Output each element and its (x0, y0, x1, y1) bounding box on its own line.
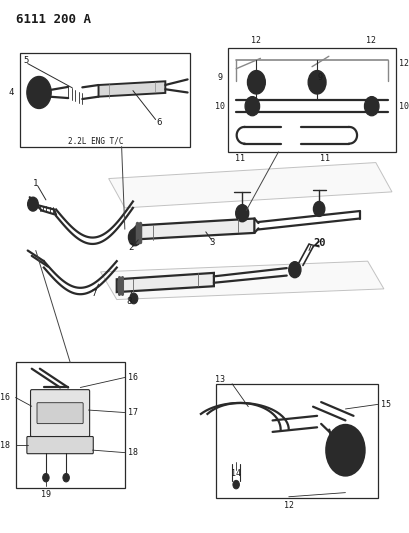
Text: 19: 19 (41, 490, 51, 499)
Circle shape (27, 76, 51, 109)
Circle shape (43, 473, 49, 482)
Text: 3: 3 (209, 238, 214, 247)
Text: 1: 1 (33, 180, 38, 188)
Circle shape (313, 201, 324, 216)
Text: 6: 6 (156, 118, 161, 127)
Text: 10: 10 (214, 102, 225, 111)
Text: 14: 14 (231, 469, 240, 478)
Text: 11: 11 (319, 154, 329, 163)
Text: 9: 9 (217, 72, 222, 82)
Text: 17: 17 (128, 408, 137, 417)
Circle shape (28, 197, 38, 211)
Circle shape (288, 262, 300, 278)
Text: 16: 16 (0, 393, 10, 402)
FancyBboxPatch shape (30, 390, 90, 437)
Text: 15: 15 (380, 400, 390, 409)
Circle shape (364, 96, 378, 116)
Text: 11: 11 (235, 154, 245, 163)
Text: 2.2L ENG T/C: 2.2L ENG T/C (68, 137, 124, 146)
Text: 7: 7 (92, 289, 97, 297)
Text: 8: 8 (126, 297, 131, 305)
FancyBboxPatch shape (37, 403, 83, 424)
Bar (20, 53, 189, 147)
Circle shape (325, 425, 364, 476)
Circle shape (129, 293, 137, 304)
Text: 12: 12 (283, 501, 293, 510)
Circle shape (312, 76, 321, 88)
Text: 18: 18 (128, 448, 137, 457)
Polygon shape (98, 82, 165, 96)
FancyBboxPatch shape (27, 437, 93, 454)
Circle shape (247, 70, 265, 94)
Text: 18: 18 (0, 441, 10, 450)
Text: 13: 13 (214, 375, 225, 384)
Circle shape (232, 480, 239, 489)
Polygon shape (108, 163, 391, 208)
Circle shape (31, 83, 46, 102)
Polygon shape (100, 261, 383, 300)
Circle shape (251, 76, 261, 88)
Text: 2: 2 (128, 244, 133, 252)
Bar (227, 48, 395, 152)
Text: 10: 10 (398, 102, 408, 111)
Polygon shape (117, 273, 213, 292)
Polygon shape (137, 219, 254, 239)
Circle shape (63, 473, 69, 482)
Text: 16: 16 (128, 373, 137, 382)
Circle shape (128, 229, 141, 246)
Bar (16, 362, 124, 488)
Circle shape (235, 205, 248, 222)
Text: 12: 12 (251, 36, 261, 45)
Circle shape (333, 434, 357, 466)
Bar (216, 384, 377, 498)
Circle shape (245, 96, 259, 116)
Circle shape (308, 70, 325, 94)
Text: 20: 20 (312, 238, 325, 247)
Text: 6111 200 A: 6111 200 A (16, 13, 90, 26)
Text: 4: 4 (9, 88, 14, 97)
Text: 12: 12 (365, 36, 375, 45)
Text: 12: 12 (398, 59, 408, 68)
Text: 5: 5 (23, 56, 28, 65)
Text: 9: 9 (316, 72, 321, 82)
